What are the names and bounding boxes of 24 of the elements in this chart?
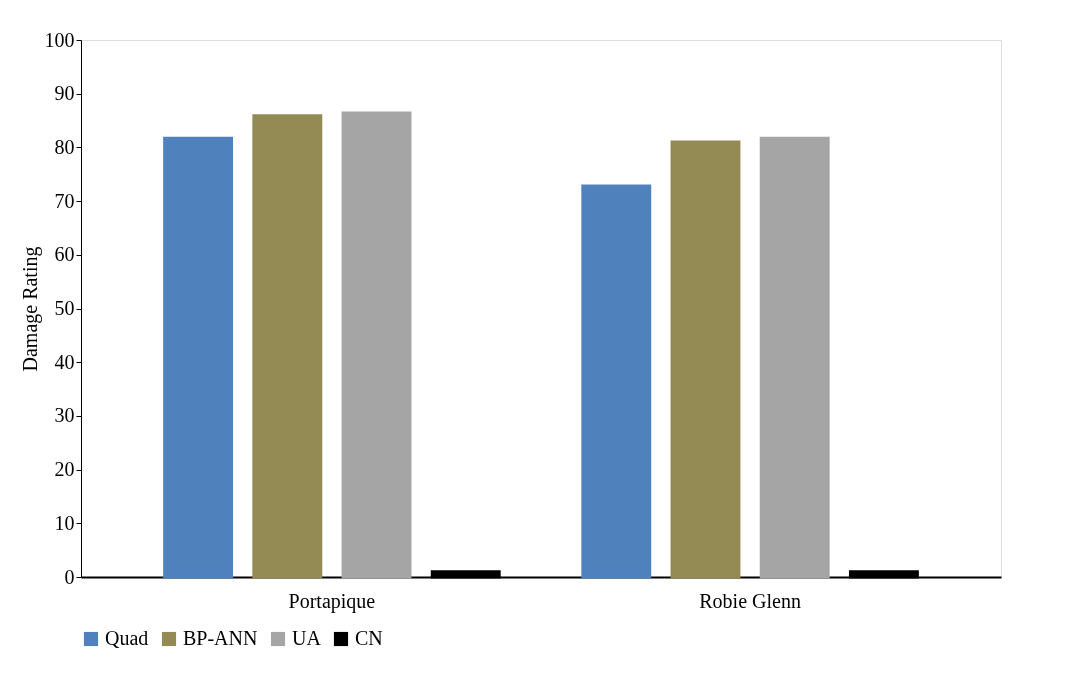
y-tick-label: 10 — [54, 511, 75, 534]
y-axis-title: Damage Rating — [18, 246, 42, 372]
legend-label: Quad — [105, 627, 149, 649]
legend-label: CN — [355, 627, 383, 649]
x-tick-label: Robie Glenn — [699, 589, 801, 612]
bar — [252, 114, 323, 579]
bar — [581, 184, 652, 579]
y-tick-label: 0 — [64, 565, 75, 588]
y-tick-label: 40 — [54, 350, 75, 373]
y-tick-label: 100 — [44, 28, 75, 51]
y-tick-label: 30 — [54, 404, 75, 427]
y-tick-label: 80 — [54, 135, 75, 158]
y-tick-label: 60 — [54, 243, 75, 266]
legend-label: BP-ANN — [183, 627, 258, 649]
bar — [341, 111, 412, 579]
bar — [759, 136, 830, 579]
legend-label: UA — [292, 627, 322, 649]
y-tick-label: 90 — [54, 82, 75, 105]
y-tick-label: 50 — [54, 297, 75, 319]
y-tick-label: 20 — [54, 458, 75, 481]
y-tick-label: 70 — [54, 189, 75, 212]
x-tick-label: Portapique — [288, 589, 376, 613]
bar — [670, 140, 741, 579]
bar — [163, 136, 234, 579]
